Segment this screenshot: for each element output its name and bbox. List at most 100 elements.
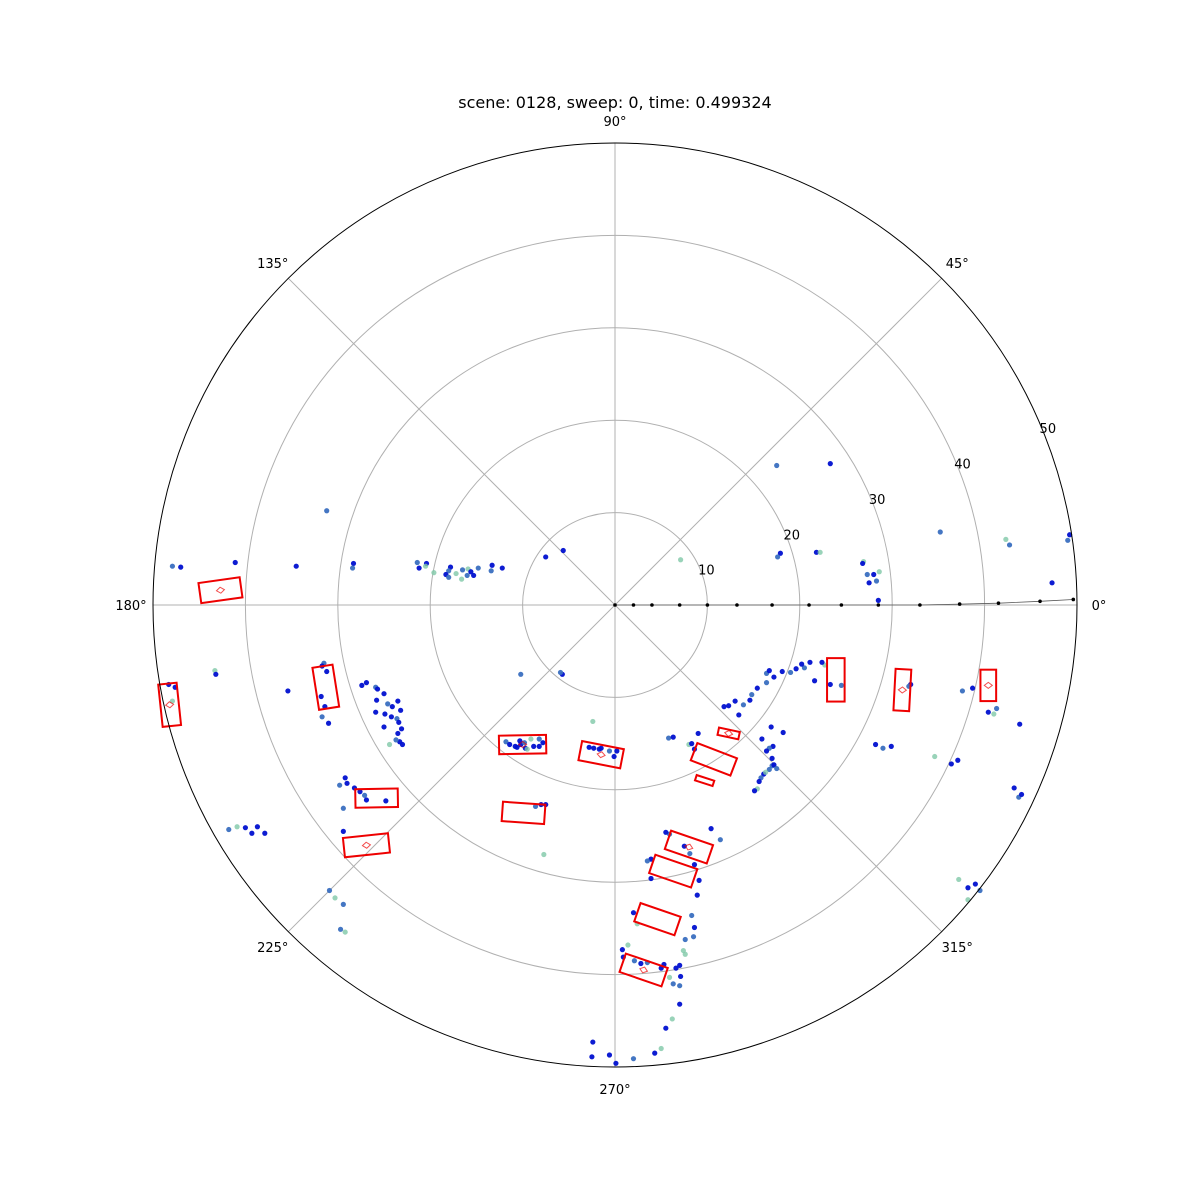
heading-marker-8: [723, 729, 734, 737]
radar-point-230: [985, 709, 991, 715]
radar-point-18: [864, 571, 870, 578]
radar-point-121: [514, 744, 520, 750]
radar-point-131: [532, 803, 539, 810]
bounding-boxes: [157, 576, 998, 988]
bounding-box-0: [197, 576, 244, 605]
bounding-box-rect-15: [826, 657, 846, 703]
radar-point-127: [606, 748, 613, 754]
radar-point-98: [383, 798, 389, 804]
radar-point-78: [398, 707, 404, 713]
bounding-box-1: [157, 681, 183, 728]
radar-point-118: [536, 736, 542, 742]
bounding-box-rect-5: [500, 800, 547, 826]
radar-point-180: [708, 826, 714, 832]
bounding-box-6: [354, 787, 400, 809]
axis-labels: 0° 45° 90° 135° 180° 225° 270° 315° 10 20 30 40 50: [115, 115, 1106, 1098]
radar-point-177: [663, 829, 669, 835]
bounding-box-14: [618, 952, 670, 988]
radar-point-33: [416, 565, 422, 571]
radar-point-190: [690, 934, 697, 940]
radar-point-235: [838, 682, 844, 688]
bounding-box-3: [497, 733, 548, 756]
radar-point-150: [766, 668, 772, 674]
bounding-box-13: [632, 901, 683, 937]
radar-point-92: [342, 775, 348, 781]
angle-tick-label-45: 45°: [946, 257, 969, 272]
bounding-box-10: [693, 773, 716, 788]
bounding-box-rect-12: [647, 853, 699, 889]
radar-point-218: [590, 1039, 596, 1045]
radar-point-91: [262, 830, 268, 836]
radar-point-155: [801, 665, 808, 671]
radar-point-68: [381, 691, 387, 697]
radar-point-47: [293, 563, 299, 569]
radar-point-34: [459, 567, 466, 573]
radar-point-26: [489, 562, 495, 568]
radar-point-135: [665, 735, 672, 741]
radar-point-115: [531, 743, 537, 749]
radar-point-15: [817, 549, 823, 555]
radar-point-116: [536, 743, 542, 749]
radar-point-154: [793, 666, 799, 672]
trajectory-line: [615, 599, 1074, 606]
angle-tick-label-90: 90°: [603, 115, 626, 130]
angle-tick-label-225: 225°: [257, 941, 288, 956]
radar-point-90: [254, 824, 261, 830]
radar-point-31: [422, 563, 429, 569]
radar-point-208: [666, 974, 673, 980]
radar-point-7: [1003, 536, 1009, 542]
radar-point-93: [344, 780, 350, 786]
radar-point-5: [827, 461, 833, 467]
radar-point-59: [319, 714, 325, 720]
trajectory-point-0: [613, 603, 617, 607]
bounding-box-15: [826, 657, 846, 703]
grid-spoke-135: [287, 277, 616, 606]
radar-point-94: [337, 782, 343, 788]
radar-point-6: [937, 529, 943, 535]
radar-point-246: [972, 881, 978, 887]
radar-point-194: [677, 962, 683, 968]
heading-marker-16: [897, 686, 908, 694]
radar-point-143: [732, 698, 738, 704]
radar-point-237: [811, 678, 818, 684]
radar-point-129: [611, 753, 617, 760]
radar-point-37: [468, 569, 474, 575]
radar-point-122: [524, 746, 530, 752]
bounding-box-rect-8: [716, 726, 742, 741]
radar-point-20: [876, 569, 882, 575]
radar-point-201: [619, 947, 625, 953]
radar-point-142: [726, 703, 732, 709]
radar-point-60: [325, 720, 332, 726]
radar-point-40: [453, 570, 459, 577]
radar-point-96: [357, 789, 363, 795]
radar-point-17: [860, 560, 866, 567]
radar-point-242: [956, 876, 962, 883]
heading-marker-1: [164, 701, 175, 709]
trajectory-point-9: [876, 603, 881, 607]
trajectory-point-12: [996, 601, 1001, 605]
chart-title: scene: 0128, sweep: 0, time: 0.499324: [458, 93, 771, 112]
radar-point-70: [373, 709, 379, 715]
bounding-box-9: [689, 741, 739, 777]
heading-marker-4: [596, 751, 606, 759]
radar-point-128: [614, 748, 620, 754]
bounding-box-rect-16: [892, 667, 913, 713]
radar-point-87: [234, 824, 240, 830]
radar-point-2: [543, 554, 549, 560]
radar-point-3: [678, 557, 684, 563]
radar-point-50: [178, 564, 184, 570]
radar-point-81: [399, 741, 406, 748]
bounding-box-rect-13: [632, 901, 683, 937]
radar-point-71: [382, 711, 388, 717]
radar-point-214: [652, 1050, 658, 1056]
radar-point-161: [759, 736, 765, 742]
radar-point-119: [528, 736, 534, 742]
trajectory-point-10: [918, 603, 922, 607]
radar-point-136: [670, 734, 676, 740]
radar-point-178: [681, 843, 687, 849]
radar-point-22: [875, 597, 881, 603]
radar-point-29: [446, 568, 452, 574]
radar-point-207: [673, 965, 679, 971]
bounding-box-4: [577, 739, 626, 770]
radar-point-213: [658, 1045, 664, 1052]
